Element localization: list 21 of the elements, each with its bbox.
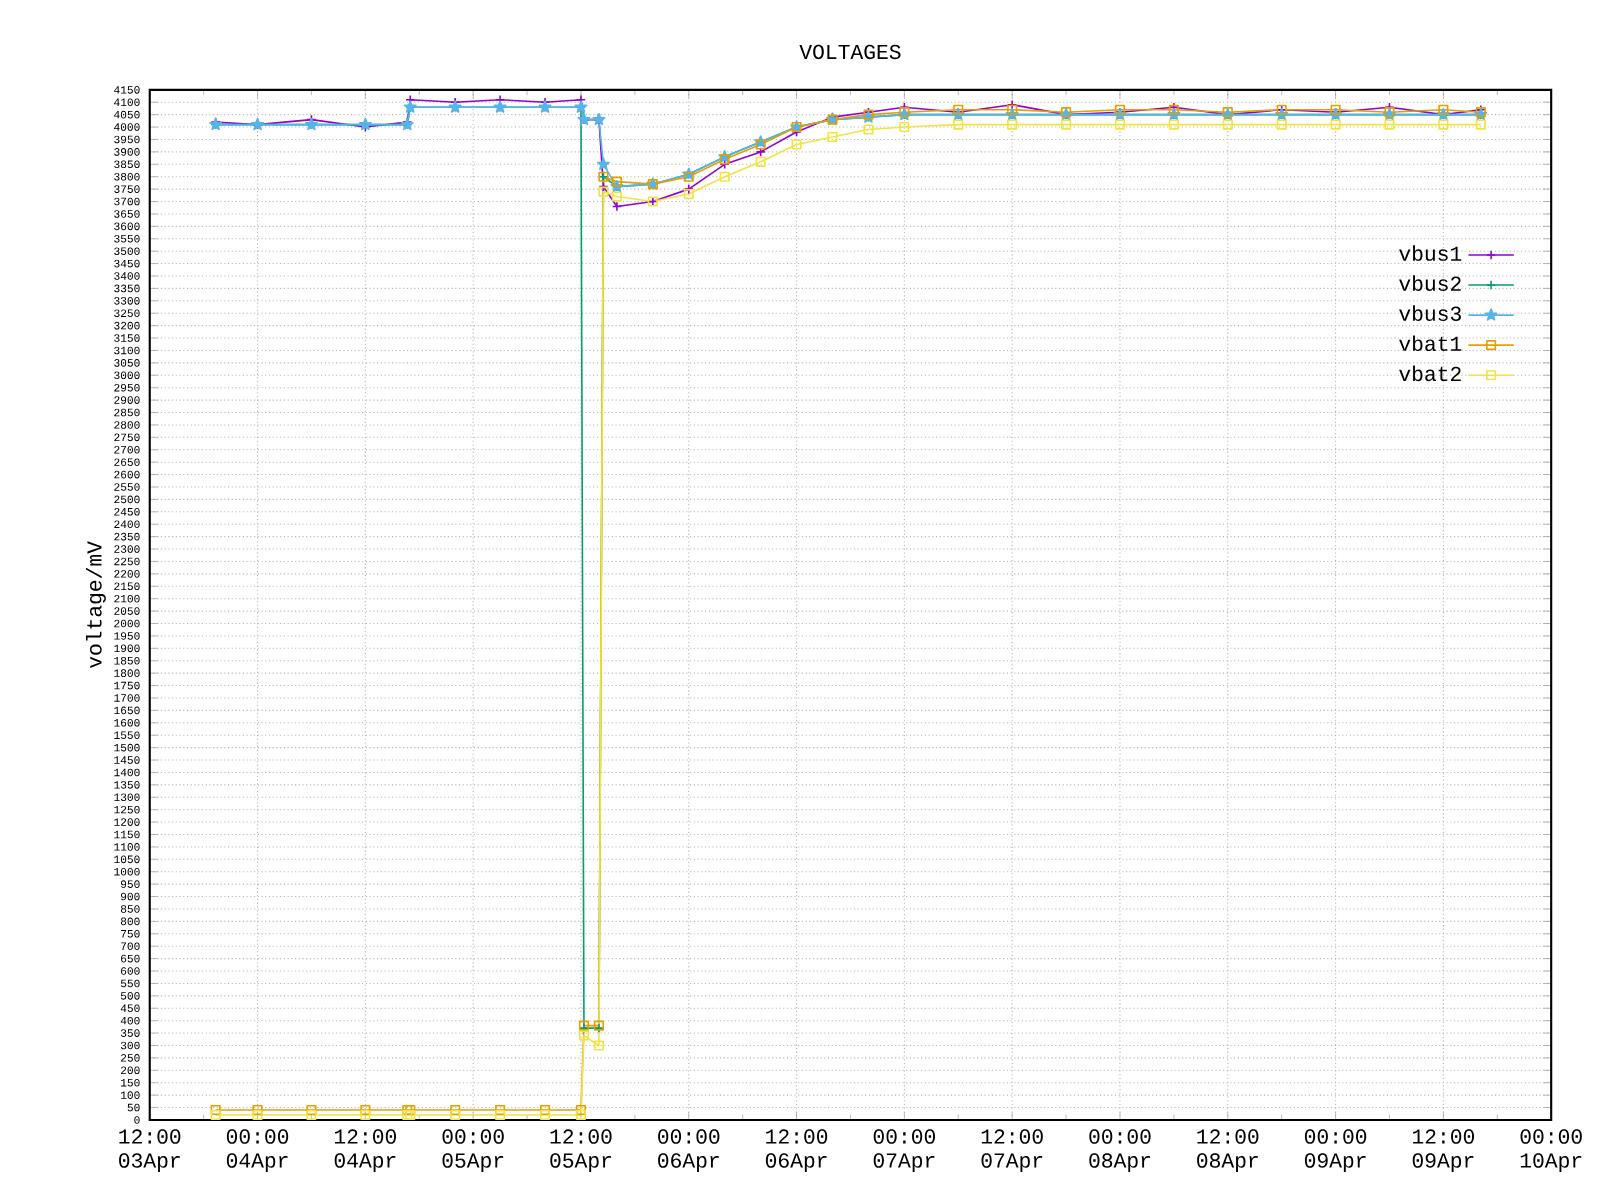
x-tick-label: 12:00 06Apr [765, 1129, 828, 1173]
x-tick-label: 00:00 08Apr [1089, 1129, 1151, 1173]
x-tick-label: 00:00 07Apr [873, 1129, 936, 1173]
x-tick-label: 00:00 10Apr [1520, 1129, 1582, 1173]
x-tick-label: 00:00 09Apr [1304, 1129, 1367, 1173]
x-tick-label: 12:00 09Apr [1412, 1129, 1475, 1173]
x-tick-label: 12:00 03Apr [119, 1129, 181, 1173]
chart-title: VOLTAGES [799, 44, 901, 60]
x-tick-label: 00:00 05Apr [442, 1129, 504, 1173]
legend-label: vbus1 [1399, 245, 1462, 261]
legend-label: vbat1 [1399, 335, 1462, 352]
legend-label: vbat2 [1399, 365, 1461, 382]
legend-label: vbus2 [1399, 275, 1461, 292]
legend-label: vbus3 [1399, 305, 1461, 322]
x-tick-label: 00:00 04Apr [226, 1129, 289, 1173]
x-tick-label: 12:00 08Apr [1197, 1129, 1259, 1173]
x-tick-label: 12:00 07Apr [981, 1129, 1043, 1173]
y-axis-title: voltage/mV [86, 541, 106, 669]
x-tick-label: 12:00 04Apr [334, 1129, 396, 1173]
x-tick-label: 00:00 06Apr [658, 1129, 720, 1173]
x-tick-label: 12:00 05Apr [550, 1129, 612, 1173]
